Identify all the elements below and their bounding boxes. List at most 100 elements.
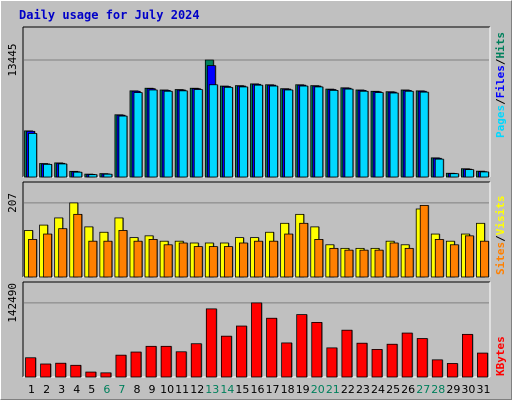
bar-pages — [344, 88, 354, 178]
legend-hits: Hits — [494, 32, 507, 59]
legend-sep: / — [494, 235, 507, 242]
legend-sep: / — [494, 58, 507, 65]
bar-pages — [269, 85, 278, 178]
x-tick-label: 29 — [446, 383, 460, 396]
bar-pages — [193, 89, 203, 178]
bar-kbytes — [311, 321, 323, 378]
legend: Pages/Files/Hits — [494, 32, 507, 138]
bar-kbytes — [100, 372, 112, 378]
bar-kbytes — [296, 314, 308, 378]
bar-kbytes — [160, 345, 172, 378]
x-tick-label: 5 — [88, 383, 95, 396]
bar-kbytes — [55, 362, 67, 378]
bar-pages — [73, 171, 83, 178]
bar-kbytes — [205, 308, 217, 378]
x-tick-label: 19 — [296, 383, 310, 396]
x-tick-label: 10 — [160, 383, 174, 396]
bar-pages — [480, 171, 489, 178]
bar-sites — [178, 242, 188, 278]
bar-pages — [133, 92, 143, 178]
x-tick-label: 14 — [220, 383, 234, 396]
legend-sites: Sites — [494, 242, 507, 275]
legend-files: Files — [494, 65, 507, 98]
bar-sites — [103, 240, 113, 278]
bar-sites — [465, 235, 474, 278]
x-tick-label: 9 — [149, 383, 156, 396]
bar-sites — [148, 239, 158, 278]
x-tick-label: 3 — [58, 383, 65, 396]
bar-sites — [329, 247, 339, 278]
bar-sites — [269, 240, 278, 278]
bar-pages — [314, 86, 324, 178]
x-tick-label: 4 — [73, 383, 80, 396]
y-max-label: 207 — [6, 193, 19, 213]
bar-sites — [344, 249, 354, 278]
x-tick-label: 16 — [251, 383, 265, 396]
x-tick-label: 23 — [356, 383, 370, 396]
bar-kbytes — [401, 332, 413, 378]
x-tick-label: 30 — [461, 383, 475, 396]
bar-pages — [284, 89, 294, 178]
bar-sites — [359, 249, 369, 278]
bar-sites — [389, 242, 399, 278]
legend-kbytes: KBytes — [494, 336, 507, 376]
x-tick-label: 24 — [371, 383, 385, 396]
bar-sites — [118, 230, 128, 278]
bar-kbytes — [175, 351, 187, 378]
bar-pages — [329, 90, 339, 178]
x-tick-label: 18 — [281, 383, 295, 396]
bar-kbytes — [386, 343, 398, 378]
bar-kbytes — [371, 349, 383, 378]
bar-kbytes — [40, 363, 51, 378]
bar-kbytes — [236, 325, 247, 378]
bar-pages — [254, 84, 263, 178]
x-tick-label: 22 — [341, 383, 355, 396]
x-tick-label: 20 — [311, 383, 325, 396]
page-title: Daily usage for July 2024 — [19, 8, 200, 22]
bar-kbytes — [416, 338, 428, 378]
bar-sites — [449, 244, 459, 278]
bar-pages — [239, 86, 248, 178]
bar-kbytes — [431, 359, 443, 378]
x-tick-label: 8 — [133, 383, 140, 396]
bar-sites — [284, 233, 294, 278]
bar-sites — [419, 205, 429, 278]
bar-pages — [434, 158, 444, 178]
bar-pages — [208, 84, 218, 178]
bar-pages — [223, 86, 233, 178]
bar-sites — [208, 246, 218, 278]
bar-pages — [374, 92, 384, 178]
bar-pages — [419, 91, 429, 178]
legend: KBytes — [494, 336, 507, 376]
legend-pages: Pages — [494, 105, 507, 138]
bar-kbytes — [477, 352, 488, 378]
bar-pages — [163, 90, 173, 178]
bar-kbytes — [85, 371, 97, 378]
x-tick-label: 17 — [266, 383, 280, 396]
x-tick-label: 12 — [190, 383, 204, 396]
bar-pages — [58, 163, 68, 178]
bar-pages — [148, 89, 158, 178]
bar-kbytes — [341, 329, 353, 378]
bar-kbytes — [115, 354, 127, 378]
x-tick-label: 7 — [118, 383, 125, 396]
x-tick-label: 13 — [205, 383, 219, 396]
x-tick-label: 31 — [476, 383, 490, 396]
bar-pages — [389, 92, 399, 178]
x-tick-label: 26 — [401, 383, 415, 396]
bar-pages — [449, 173, 459, 178]
x-tick-label: 6 — [103, 383, 110, 396]
legend-sep: / — [494, 98, 507, 105]
bar-sites — [133, 240, 143, 278]
y-max-label: 13445 — [6, 43, 19, 76]
legend-visits: Visits — [494, 196, 507, 236]
bar-kbytes — [70, 364, 82, 378]
x-tick-label: 11 — [175, 383, 189, 396]
x-tick-label: 15 — [235, 383, 249, 396]
bar-sites — [58, 228, 68, 278]
x-tick-label: 28 — [431, 383, 445, 396]
bar-sites — [43, 233, 52, 278]
bar-kbytes — [220, 335, 232, 378]
bar-sites — [314, 239, 324, 278]
